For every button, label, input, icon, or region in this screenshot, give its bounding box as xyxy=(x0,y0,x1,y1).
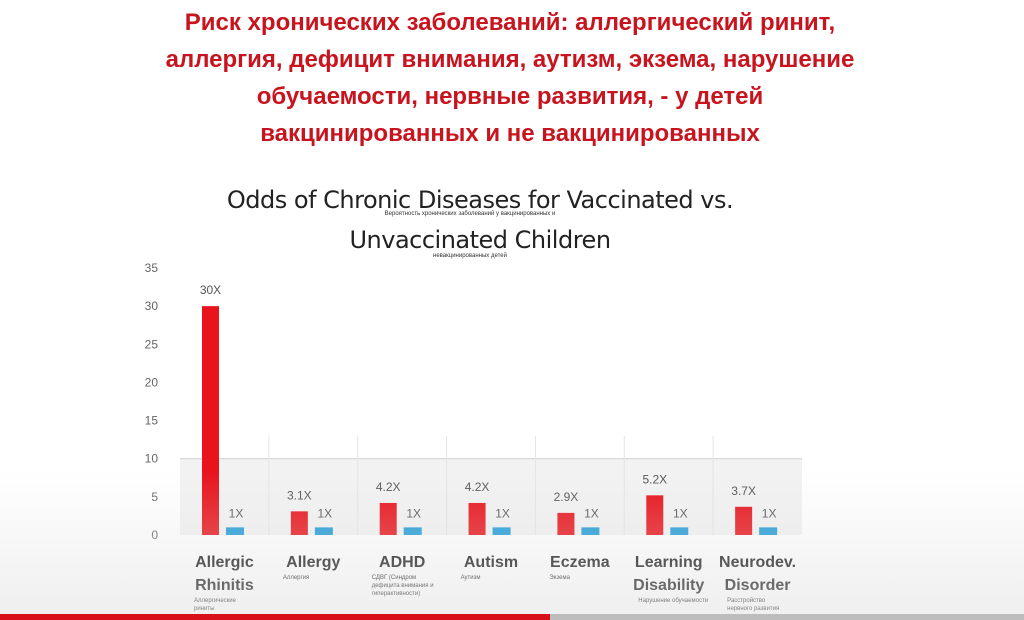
bar-unvaccinated xyxy=(314,527,333,535)
progress-bar-remaining xyxy=(550,614,1024,620)
bar-vaccinated xyxy=(646,495,664,535)
headline-line: аллергия, дефицит внимания, аутизм, экзе… xyxy=(165,46,855,73)
y-tick-label: 30 xyxy=(145,299,159,313)
bar-vaccinated xyxy=(557,512,575,535)
y-tick-label: 15 xyxy=(145,414,159,428)
data-label-unvaccinated: 1X xyxy=(762,506,777,520)
chart-title-line: Odds of Chronic Diseases for Vaccinated … xyxy=(226,186,734,214)
category-translation: нервного развития xyxy=(727,606,779,612)
grid-band xyxy=(180,458,802,535)
headline-line: Риск хронических заболеваний: аллергичес… xyxy=(184,9,836,36)
category-label: Rhinitis xyxy=(195,577,254,594)
bar-unvaccinated xyxy=(226,527,244,535)
category-label: Disorder xyxy=(725,577,791,594)
category-translation: Экзема xyxy=(549,575,570,581)
data-label-vaccinated: 30X xyxy=(200,283,221,297)
bar-vaccinated xyxy=(735,506,753,535)
category-label: Learning xyxy=(635,554,703,571)
chart-title: Odds of Chronic Diseases for Vaccinated … xyxy=(180,183,780,257)
bar-vaccinated xyxy=(379,502,397,535)
category-label: ADHD xyxy=(379,554,425,571)
bar-unvaccinated xyxy=(492,527,511,535)
category-translation: гиперактивности) xyxy=(372,591,421,597)
data-label-vaccinated: 4.2X xyxy=(376,480,401,494)
y-tick-label: 35 xyxy=(145,261,159,275)
category-label: Neurodev. xyxy=(719,554,796,571)
category-translation: Нарушение обучаемости xyxy=(638,598,708,604)
category-translation: СДВГ (Синдром xyxy=(372,575,416,581)
y-tick-label: 20 xyxy=(145,375,159,389)
data-label-unvaccinated: 1X xyxy=(318,506,333,520)
data-label-unvaccinated: 1X xyxy=(229,506,244,520)
y-tick-label: 0 xyxy=(151,528,158,542)
category-label: Allergy xyxy=(286,554,340,571)
category-translation: дефицита внимания и xyxy=(372,583,434,589)
bar-unvaccinated xyxy=(670,527,689,535)
category-label: Disability xyxy=(633,577,704,594)
category-translation: Аллергические xyxy=(194,598,237,604)
data-label-vaccinated: 3.1X xyxy=(287,488,312,502)
bar-unvaccinated xyxy=(759,527,778,535)
category-translation: риниты xyxy=(194,606,214,612)
bar-vaccinated xyxy=(468,502,486,535)
category-translation: Аллергия xyxy=(283,575,309,581)
progress-bar-played xyxy=(0,614,550,620)
category-label: Allergic xyxy=(195,554,254,571)
category-translation: Аутизм xyxy=(461,575,481,581)
category-label: Autism xyxy=(464,554,518,571)
category-label: Eczema xyxy=(550,554,610,571)
data-label-unvaccinated: 1X xyxy=(495,506,510,520)
y-tick-label: 10 xyxy=(145,452,159,466)
bar-unvaccinated xyxy=(403,527,422,535)
bar-vaccinated xyxy=(290,511,308,535)
data-label-vaccinated: 4.2X xyxy=(465,480,490,494)
data-label-unvaccinated: 1X xyxy=(673,506,688,520)
y-tick-label: 5 xyxy=(151,490,158,504)
chart-subtitle-line: невакцинированных детей xyxy=(433,253,507,259)
chart-subtitle-line: Вероятность хронических заболеваний у ва… xyxy=(384,211,556,217)
category-translation: Расстройство xyxy=(727,597,766,604)
data-label-unvaccinated: 1X xyxy=(584,506,599,520)
data-label-vaccinated: 5.2X xyxy=(642,472,667,486)
bar-vaccinated xyxy=(202,306,219,535)
data-label-vaccinated: 2.9X xyxy=(554,490,579,504)
data-label-unvaccinated: 1X xyxy=(406,506,421,520)
data-label-vaccinated: 3.7X xyxy=(731,484,756,498)
headline-line: вакцинированных и не вакцинированных xyxy=(260,120,760,147)
headline: Риск хронических заболеваний: аллергичес… xyxy=(110,4,910,152)
bar-unvaccinated xyxy=(581,527,600,535)
headline-line: обучаемости, нервные развития, - у детей xyxy=(256,83,764,110)
chart-title-line: Unvaccinated Children xyxy=(349,226,611,254)
y-tick-label: 25 xyxy=(145,337,159,351)
